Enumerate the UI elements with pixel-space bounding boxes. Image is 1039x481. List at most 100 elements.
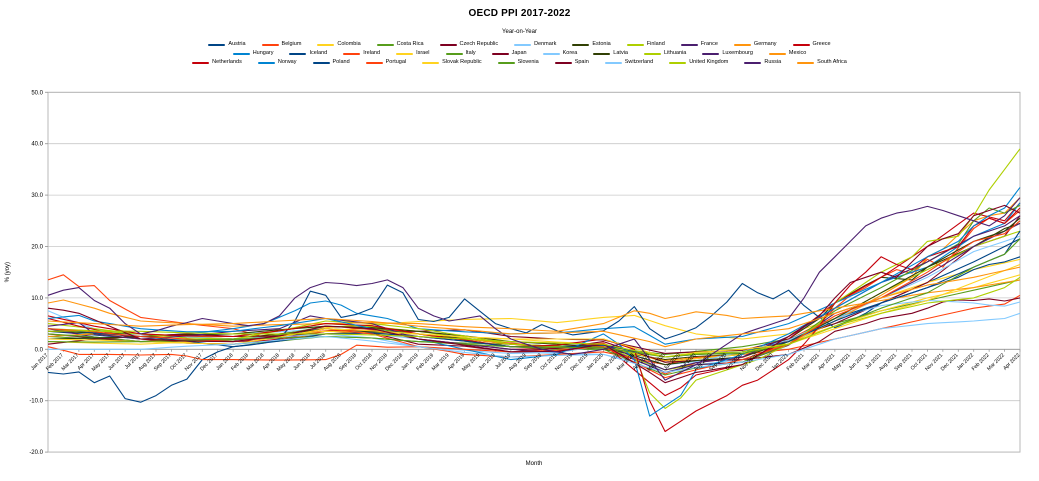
- legend-item-netherlands: Netherlands: [192, 59, 242, 66]
- legend-item-germany: Germany: [733, 41, 777, 48]
- legend-item-denmark: Denmark: [514, 41, 556, 48]
- legend-label: Latvia: [613, 50, 628, 56]
- legend-swatch: [680, 43, 698, 46]
- y-tick-label: -20.0: [29, 450, 43, 456]
- legend-label: Slovak Republic: [442, 59, 482, 65]
- x-tick-label: Jun 2018: [292, 352, 311, 371]
- series-line-switzerland: [48, 312, 1021, 373]
- legend-swatch: [208, 43, 226, 46]
- legend-item-france: France: [680, 41, 718, 48]
- legend-item-greece: Greece: [792, 41, 831, 48]
- legend-swatch: [554, 61, 572, 64]
- legend-label: Finland: [646, 41, 665, 47]
- legend-label: Israel: [416, 50, 430, 56]
- legend-item-estonia: Estonia: [572, 41, 611, 48]
- series-line-slovak-republic: [47, 263, 1021, 358]
- legend-label: Colombia: [337, 41, 361, 47]
- legend-item-finland: Finland: [626, 41, 665, 48]
- y-tick-label: 0.0: [35, 347, 44, 353]
- y-tick-label: 30.0: [31, 193, 43, 199]
- legend-item-japan: Japan: [491, 50, 527, 57]
- legend-item-mexico: Mexico: [768, 50, 807, 57]
- legend-label: Greece: [812, 41, 831, 47]
- legend-label: Austria: [228, 41, 246, 47]
- chart-subtitle: Year-on-Year: [502, 29, 537, 35]
- legend-label: Hungary: [252, 50, 274, 56]
- legend-label: Spain: [574, 59, 589, 65]
- series-line-russia: [47, 197, 1021, 381]
- legend-swatch: [317, 43, 335, 46]
- legend-swatch: [491, 52, 509, 55]
- legend-swatch: [626, 43, 644, 46]
- legend-item-switzerland: Switzerland: [604, 59, 653, 66]
- legend-label: Mexico: [788, 50, 807, 56]
- legend-swatch: [542, 52, 560, 55]
- legend-item-south-africa: South Africa: [797, 59, 847, 66]
- legend-item-korea: Korea: [542, 50, 577, 57]
- y-tick-label: 50.0: [31, 90, 43, 96]
- legend-swatch: [422, 61, 440, 64]
- series-line-mexico: [47, 279, 1021, 332]
- y-tick-label: -10.0: [29, 399, 43, 405]
- y-tick-label: 40.0: [31, 142, 43, 148]
- legend-swatch: [445, 52, 463, 55]
- legend-item-norway: Norway: [257, 59, 297, 66]
- legend-label: United Kingdom: [689, 59, 729, 65]
- series-line-south-africa: [47, 266, 1021, 348]
- legend-item-portugal: Portugal: [365, 59, 407, 66]
- series-line-hungary: [47, 202, 1021, 345]
- legend-label: Japan: [511, 50, 527, 56]
- series-line-spain: [47, 204, 1021, 384]
- legend-item-russia: Russia: [744, 59, 781, 66]
- legend-item-italy: Italy: [445, 50, 476, 57]
- legend-item-austria: Austria: [208, 41, 246, 48]
- legend-item-belgium: Belgium: [261, 41, 302, 48]
- legend-label: Estonia: [592, 41, 611, 47]
- legend-label: Portugal: [385, 59, 407, 65]
- chart-legend: Austria Belgium Colombia Costa Rica Czech Re…: [0, 41, 1039, 66]
- legend-label: Czech Republic: [459, 41, 499, 47]
- legend-swatch: [439, 43, 457, 46]
- legend-label: Netherlands: [212, 59, 242, 65]
- legend-item-poland: Poland: [312, 59, 350, 66]
- legend-item-united-kingdom: United Kingdom: [669, 59, 728, 66]
- legend-swatch: [261, 43, 279, 46]
- legend-row: Austria Belgium Colombia Costa Rica Czech Re…: [208, 41, 831, 48]
- legend-label: Slovenia: [517, 59, 539, 65]
- legend-label: South Africa: [817, 59, 847, 65]
- legend-swatch: [343, 52, 361, 55]
- legend-label: Iceland: [309, 50, 328, 56]
- legend-row: Hungary Iceland Ireland Israel Italy Japan Kor…: [232, 50, 807, 57]
- legend-label: Belgium: [281, 41, 302, 47]
- legend-item-czech-republic: Czech Republic: [439, 41, 499, 48]
- chart-title: OECD PPI 2017-2022: [468, 8, 571, 19]
- legend-item-slovak-republic: Slovak Republic: [422, 59, 482, 66]
- legend-label: Luxembourg: [722, 50, 753, 56]
- legend-swatch: [192, 61, 210, 64]
- series-line-lithuania: [47, 148, 1021, 409]
- legend-item-latvia: Latvia: [593, 50, 628, 57]
- legend-swatch: [376, 43, 394, 46]
- legend-label: Ireland: [363, 50, 381, 56]
- legend-swatch: [396, 52, 414, 55]
- legend-item-colombia: Colombia: [317, 41, 361, 48]
- legend-swatch: [593, 52, 611, 55]
- y-tick-label: 20.0: [31, 245, 43, 251]
- legend-swatch: [768, 52, 786, 55]
- legend-swatch: [312, 61, 330, 64]
- legend-row: Netherlands Norway Poland Portugal Slovak Re…: [192, 59, 847, 66]
- legend-label: Germany: [753, 41, 777, 47]
- legend-swatch: [232, 52, 250, 55]
- legend-swatch: [257, 61, 275, 64]
- x-tick-label: Apr 2022: [1002, 352, 1021, 371]
- legend-swatch: [702, 52, 720, 55]
- legend-label: Poland: [332, 59, 350, 65]
- legend-item-slovenia: Slovenia: [497, 59, 539, 66]
- legend-swatch: [365, 61, 383, 64]
- legend-label: Denmark: [534, 41, 557, 47]
- legend-swatch: [744, 61, 762, 64]
- y-axis-title: % (yoy): [5, 262, 11, 282]
- y-tick-label: 10.0: [31, 296, 43, 302]
